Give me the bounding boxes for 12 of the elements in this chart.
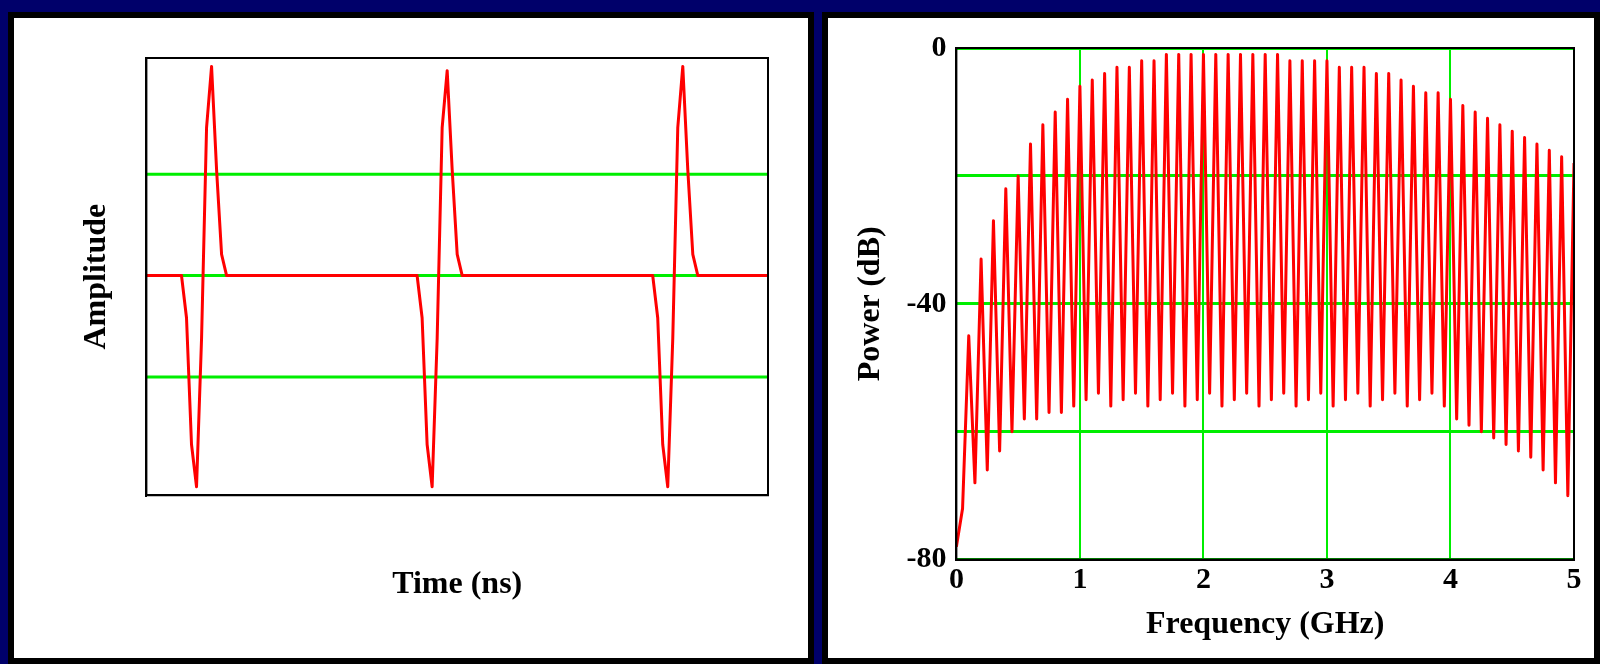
x-axis-title: Frequency (GHz) bbox=[1145, 604, 1385, 641]
x-tick-label: 3 bbox=[1319, 561, 1335, 595]
y-tick-label: -80 bbox=[906, 540, 947, 574]
x-tick-label: 1 bbox=[1072, 561, 1088, 595]
x-tick-label: 2 bbox=[1195, 561, 1211, 595]
y-axis-title: Amplitude bbox=[76, 203, 113, 350]
y-tick-label: -40 bbox=[906, 284, 947, 318]
x-axis-title: Time (ns) bbox=[392, 564, 523, 601]
x-tick-label: 4 bbox=[1442, 561, 1458, 595]
x-tick-label: 5 bbox=[1566, 561, 1582, 595]
y-tick-label: 0 bbox=[931, 28, 947, 62]
y-axis-title: Power (dB) bbox=[850, 226, 887, 382]
